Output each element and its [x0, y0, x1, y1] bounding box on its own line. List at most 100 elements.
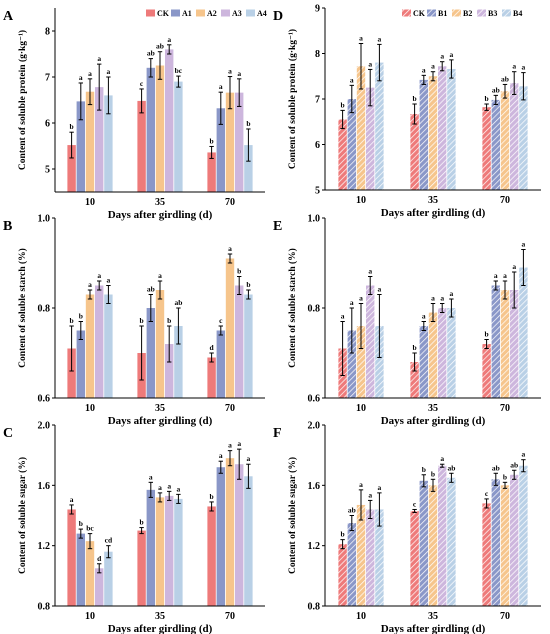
- bar-b1-35: [419, 480, 428, 606]
- x-tick-label: 35: [155, 611, 165, 622]
- bar-a2-10: [85, 541, 95, 606]
- bar-b2-35: [428, 76, 438, 190]
- bar-ck-35: [410, 510, 419, 606]
- significance-letter: ab: [156, 42, 164, 51]
- significance-letter: a: [97, 271, 101, 280]
- bar-a1-70: [216, 108, 225, 192]
- significance-letter: a: [378, 34, 382, 43]
- significance-letter: ab: [147, 49, 155, 58]
- significance-letter: b: [341, 100, 345, 109]
- bar-b4-10: [375, 62, 384, 190]
- significance-letter: c: [140, 79, 144, 88]
- bar-ck-35: [137, 530, 146, 606]
- legend: CK A1 A2 A3 A4: [146, 9, 267, 18]
- panel-letter: C: [3, 426, 13, 441]
- bar-b1-10: [347, 330, 356, 398]
- significance-letter: a: [88, 280, 92, 289]
- significance-letter: ab: [348, 506, 356, 515]
- legend-label-b2: B2: [463, 9, 472, 18]
- y-tick-label: 0.6: [308, 394, 321, 405]
- significance-letter: a: [450, 50, 454, 59]
- bar-ck-35: [137, 100, 146, 192]
- bar-ck-70: [482, 344, 491, 398]
- panel-letter: D: [273, 9, 283, 24]
- bar-a2-10: [85, 294, 95, 398]
- bar-ck-10: [338, 119, 347, 190]
- bar-a3-10: [95, 87, 104, 192]
- bar-b2-10: [356, 66, 366, 190]
- bar-b1-70: [491, 285, 500, 398]
- legend-label-a1: A1: [182, 9, 192, 18]
- y-axis-label: Content of soluble starch (%): [17, 248, 28, 368]
- bar-b1-70: [491, 99, 500, 190]
- y-tick-label: 0.8: [38, 304, 51, 315]
- significance-letter: a: [177, 484, 181, 493]
- significance-letter: a: [167, 35, 171, 44]
- significance-letter: b: [341, 530, 345, 539]
- bar-b3-35: [438, 465, 447, 606]
- bar-b1-35: [419, 79, 428, 190]
- legend-swatch-a4: [246, 9, 255, 17]
- y-axis-label: Content of soluble starch (%): [287, 248, 298, 368]
- y-tick-label: 2.0: [38, 421, 51, 432]
- bar-a4-35: [174, 326, 183, 398]
- significance-letter: a: [440, 52, 444, 61]
- bar-a3-70: [235, 92, 244, 192]
- significance-letter: a: [219, 82, 223, 91]
- bar-a3-35: [165, 495, 174, 606]
- bar-a3-70: [235, 464, 244, 606]
- bar-ck-70: [482, 107, 491, 190]
- y-tick-label: 7: [315, 95, 320, 106]
- y-axis-label: Content of soluble protein (g·kg⁻¹): [287, 29, 298, 169]
- bar-b2-70: [500, 485, 510, 606]
- bar-ck-35: [410, 362, 419, 398]
- bar-b3-70: [510, 83, 519, 190]
- bar-b2-10: [356, 326, 366, 398]
- significance-letter: b: [79, 312, 83, 321]
- legend-label-ck: CK: [157, 9, 170, 18]
- x-tick-label: 10: [356, 611, 366, 622]
- bar-a2-10: [85, 91, 95, 192]
- significance-letter: a: [228, 244, 232, 253]
- significance-letter: b: [246, 119, 250, 128]
- legend-label-b4: B4: [513, 9, 522, 18]
- bar-b4-35: [447, 477, 456, 606]
- significance-letter: ab: [510, 460, 518, 469]
- bar-a4-70: [244, 294, 253, 398]
- bar-a3-35: [165, 49, 174, 193]
- legend-swatch-a2: [196, 9, 205, 17]
- bar-a4-10: [104, 551, 113, 606]
- bar-b3-10: [366, 509, 375, 606]
- y-tick-label: 8: [315, 49, 320, 60]
- bar-ck-70: [207, 357, 216, 398]
- y-tick-label: 1.0: [38, 214, 51, 225]
- legend-swatch-a1: [171, 9, 180, 17]
- x-tick-label: 70: [225, 403, 235, 414]
- significance-letter: a: [97, 54, 101, 63]
- significance-letter: a: [522, 450, 526, 459]
- bar-b2-70: [500, 91, 510, 190]
- significance-letter: a: [522, 240, 526, 249]
- bar-ck-35: [410, 114, 419, 190]
- panel-letter: E: [273, 219, 282, 234]
- significance-letter: c: [219, 316, 223, 325]
- bar-a4-10: [104, 294, 113, 398]
- panel-letter: F: [273, 426, 282, 441]
- y-axis-label: Content of soluble sugar (%): [287, 457, 298, 574]
- significance-letter: bc: [86, 524, 94, 533]
- legend-label-ck: CK: [413, 9, 426, 18]
- x-tick-label: 10: [356, 403, 366, 414]
- y-tick-label: 5: [45, 165, 50, 176]
- significance-letter: a: [359, 33, 363, 42]
- legend-label-a3: A3: [232, 9, 242, 18]
- y-tick-label: 1.0: [308, 214, 321, 225]
- bar-a4-70: [244, 476, 253, 606]
- y-tick-label: 8: [45, 27, 50, 38]
- x-tick-label: 70: [225, 197, 235, 208]
- significance-letter: d: [210, 343, 215, 352]
- panel-letter: B: [3, 219, 12, 234]
- significance-letter: a: [107, 276, 111, 285]
